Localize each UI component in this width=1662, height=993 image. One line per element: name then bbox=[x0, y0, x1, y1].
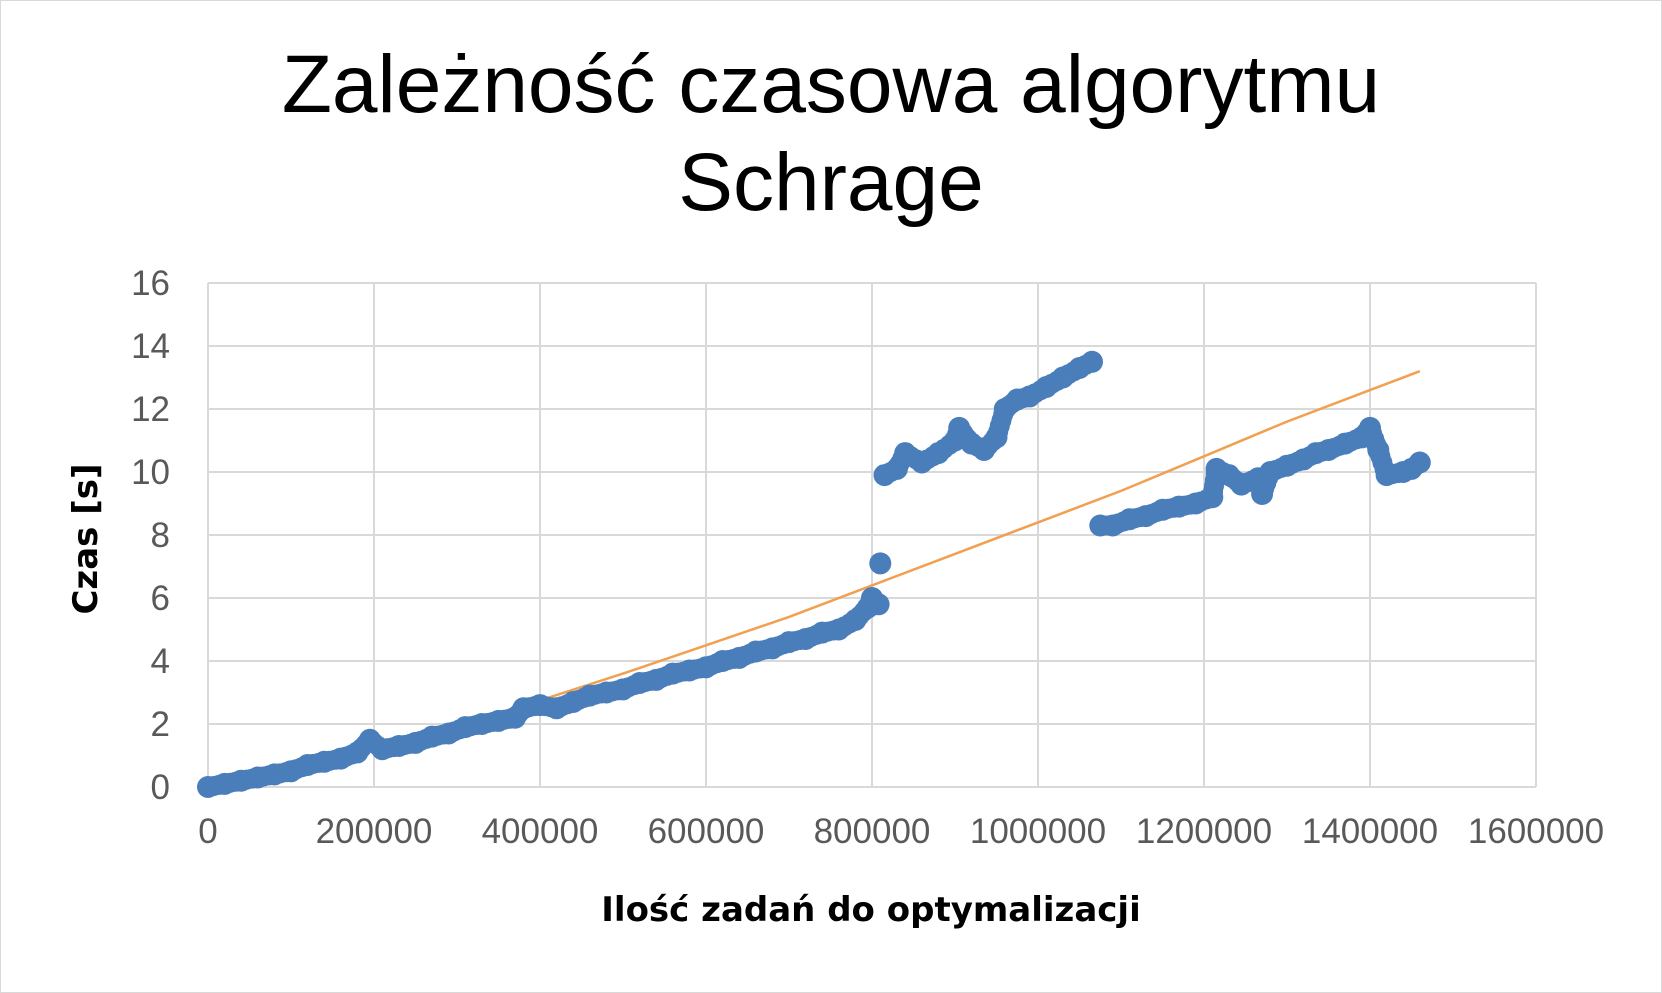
y-tick-label: 2 bbox=[151, 705, 170, 744]
data-point bbox=[296, 754, 319, 776]
y-tick-label: 6 bbox=[151, 579, 170, 618]
data-point bbox=[263, 763, 286, 786]
data-point bbox=[1259, 461, 1282, 483]
data-point bbox=[1317, 439, 1340, 461]
data-point bbox=[1051, 366, 1074, 389]
data-point bbox=[1334, 432, 1357, 455]
chart-title-line-1: Zależność czasowa algorytmu bbox=[281, 39, 1381, 130]
x-tick-label: 200000 bbox=[316, 812, 433, 851]
data-point bbox=[213, 772, 236, 795]
data-point bbox=[1201, 486, 1224, 509]
data-point bbox=[927, 442, 950, 465]
data-point bbox=[985, 426, 1008, 449]
data-point bbox=[197, 776, 219, 798]
data-point bbox=[371, 738, 394, 761]
data-point bbox=[246, 766, 269, 789]
y-tick-label: 12 bbox=[131, 390, 170, 429]
data-point bbox=[894, 442, 917, 465]
data-point bbox=[948, 416, 971, 439]
data-point bbox=[512, 697, 535, 720]
y-tick-label: 4 bbox=[151, 642, 170, 681]
y-tick-label: 8 bbox=[151, 516, 170, 555]
data-point bbox=[578, 684, 601, 707]
tick-labels: 0 200000 400000 600000 800000 1000000 1200000 1… bbox=[131, 264, 1604, 851]
data-point bbox=[628, 672, 651, 694]
x-tick-label: 1200000 bbox=[1136, 812, 1272, 851]
data-point bbox=[1251, 483, 1274, 505]
data-point bbox=[595, 681, 618, 704]
data-point bbox=[313, 750, 336, 773]
data-point bbox=[661, 662, 684, 685]
data-point bbox=[404, 731, 427, 754]
x-tick-label: 1400000 bbox=[1302, 812, 1438, 851]
x-tick-label: 0 bbox=[198, 812, 217, 851]
data-point bbox=[454, 716, 477, 739]
data-points bbox=[197, 350, 1431, 798]
data-point bbox=[280, 760, 302, 783]
data-point bbox=[645, 668, 668, 691]
data-point bbox=[612, 678, 634, 701]
data-point bbox=[1018, 385, 1041, 408]
data-point bbox=[827, 618, 850, 641]
x-axis-title: Ilość zadań do optymalizacji bbox=[601, 890, 1140, 930]
data-point bbox=[230, 769, 253, 792]
x-tick-label: 800000 bbox=[814, 812, 931, 851]
data-point bbox=[869, 552, 892, 575]
chart-title-line-2: Schrage bbox=[678, 137, 984, 228]
y-tick-label: 10 bbox=[131, 453, 170, 492]
y-tick-label: 0 bbox=[151, 768, 170, 807]
data-point bbox=[695, 656, 717, 679]
data-point bbox=[1184, 492, 1207, 515]
data-point bbox=[711, 650, 734, 672]
data-point bbox=[794, 628, 817, 650]
data-point bbox=[470, 713, 493, 735]
data-point bbox=[1134, 505, 1157, 528]
data-point bbox=[1118, 508, 1141, 531]
data-point bbox=[778, 631, 800, 654]
x-tick-label: 1000000 bbox=[970, 812, 1106, 851]
data-point bbox=[329, 747, 352, 770]
data-point bbox=[1151, 498, 1174, 521]
data-point bbox=[1081, 350, 1103, 373]
data-point bbox=[811, 621, 834, 644]
y-tick-label: 14 bbox=[131, 327, 170, 366]
data-point bbox=[910, 451, 933, 474]
data-point bbox=[387, 735, 410, 757]
data-point bbox=[1359, 416, 1381, 439]
data-point bbox=[1408, 451, 1431, 474]
data-point bbox=[437, 722, 460, 745]
data-point bbox=[1367, 439, 1390, 461]
data-point bbox=[529, 694, 551, 717]
data-point bbox=[761, 637, 784, 660]
data-point bbox=[678, 659, 701, 682]
data-point bbox=[1375, 464, 1398, 487]
data-point bbox=[1276, 454, 1298, 477]
x-tick-label: 600000 bbox=[648, 812, 765, 851]
data-point bbox=[728, 646, 751, 669]
data-point bbox=[1035, 376, 1058, 398]
data-point bbox=[487, 709, 510, 732]
gridlines bbox=[207, 282, 1537, 788]
x-tick-label: 400000 bbox=[482, 812, 599, 851]
data-point bbox=[1168, 495, 1191, 518]
data-point bbox=[1101, 514, 1124, 537]
data-point bbox=[545, 697, 568, 720]
y-axis-title: Czas [s] bbox=[66, 463, 106, 614]
y-tick-label: 16 bbox=[131, 264, 170, 303]
data-point bbox=[421, 725, 444, 748]
data-point bbox=[744, 640, 767, 663]
data-point bbox=[562, 691, 585, 713]
x-tick-label: 1600000 bbox=[1468, 812, 1604, 851]
data-point bbox=[867, 593, 890, 616]
data-point bbox=[1230, 473, 1253, 496]
